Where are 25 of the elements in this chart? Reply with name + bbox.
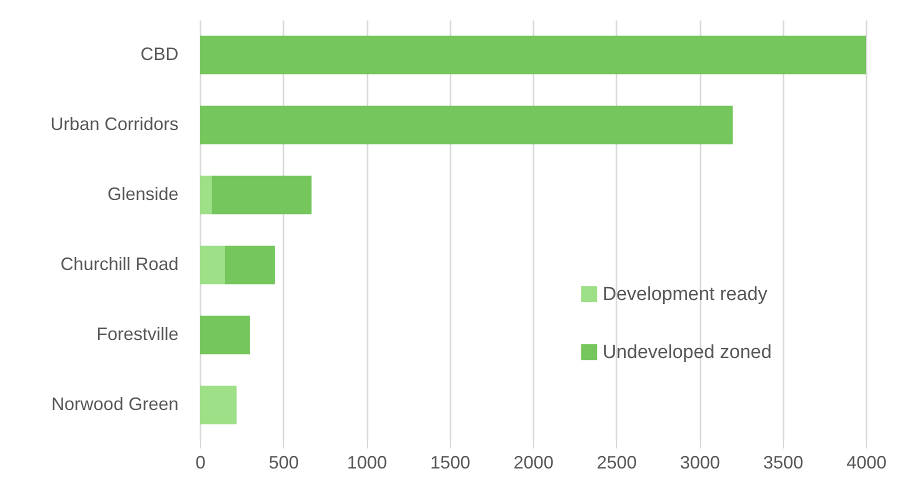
x-tick-label: 1500: [430, 452, 470, 472]
y-tick-label: Glenside: [107, 184, 178, 204]
legend-label: Undeveloped zoned: [602, 342, 772, 364]
bar: [200, 36, 866, 74]
legend-label: Development ready: [602, 284, 768, 306]
y-tick-label: Norwood Green: [51, 394, 178, 414]
x-tick-label: 4000: [846, 452, 887, 472]
x-tick-label: 3500: [763, 452, 804, 472]
bar: [212, 176, 312, 214]
x-tick-label: 1000: [346, 452, 388, 472]
x-tick-label: 500: [268, 452, 299, 472]
x-tick-label: 2000: [513, 452, 554, 472]
bar: [200, 176, 212, 214]
y-tick-label: Churchill Road: [60, 254, 178, 274]
y-tick-label: Forestville: [96, 324, 178, 344]
bar: [224, 246, 275, 284]
x-tick-label: 0: [195, 452, 206, 472]
y-tick-label: Urban Corridors: [50, 114, 178, 134]
x-tick-label: 3000: [680, 452, 720, 472]
bar: [200, 106, 733, 144]
x-tick-label: 2500: [596, 452, 637, 472]
bar: [200, 386, 237, 424]
bar: [200, 316, 250, 354]
y-tick-label: CBD: [140, 44, 178, 64]
bar: [200, 246, 225, 284]
